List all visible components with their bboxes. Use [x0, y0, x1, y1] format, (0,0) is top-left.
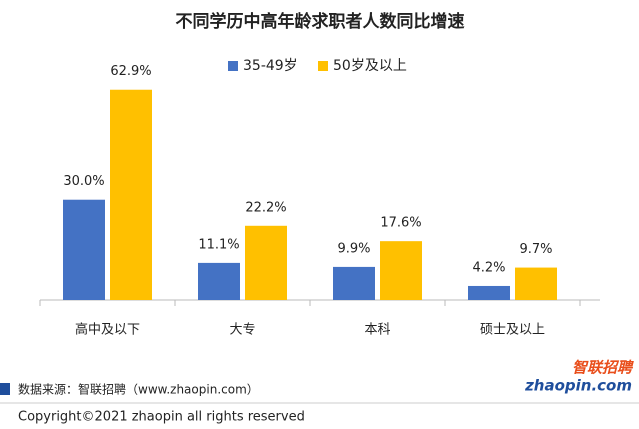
copyright: Copyright©2021 zhaopin all rights reserv…	[18, 410, 305, 425]
source: 数据来源：智联招聘（www.zhaopin.com）	[18, 382, 259, 397]
value-label: 17.6%	[380, 216, 421, 231]
x-tick-label: 高中及以下	[75, 322, 140, 338]
value-label: 9.9%	[337, 241, 370, 256]
x-tick-label: 硕士及以上	[480, 323, 545, 338]
value-label: 62.9%	[110, 64, 151, 79]
legend-swatch	[318, 61, 328, 71]
value-label: 9.7%	[519, 242, 552, 257]
value-label: 22.2%	[245, 200, 286, 215]
bar	[198, 262, 240, 300]
bar	[380, 241, 422, 300]
x-tick-label: 大专	[229, 323, 255, 338]
logo-site: zhaopin.com	[524, 377, 632, 395]
bar	[245, 225, 287, 300]
bar	[110, 89, 152, 300]
bar	[333, 266, 375, 300]
value-label: 30.0%	[63, 174, 104, 189]
source-marker	[0, 383, 10, 395]
value-label: 4.2%	[472, 260, 505, 275]
value-label: 11.1%	[198, 237, 239, 252]
bar	[468, 285, 510, 300]
legend-label: 50岁及以上	[333, 58, 407, 74]
legend-swatch	[228, 61, 238, 71]
x-tick-label: 本科	[364, 323, 390, 338]
logo-name: 智联招聘	[572, 359, 634, 377]
chart-title: 不同学历中高年龄求职者人数同比增速	[176, 11, 465, 32]
legend-label: 35-49岁	[243, 58, 298, 74]
bar	[63, 199, 105, 300]
bar	[515, 267, 557, 300]
